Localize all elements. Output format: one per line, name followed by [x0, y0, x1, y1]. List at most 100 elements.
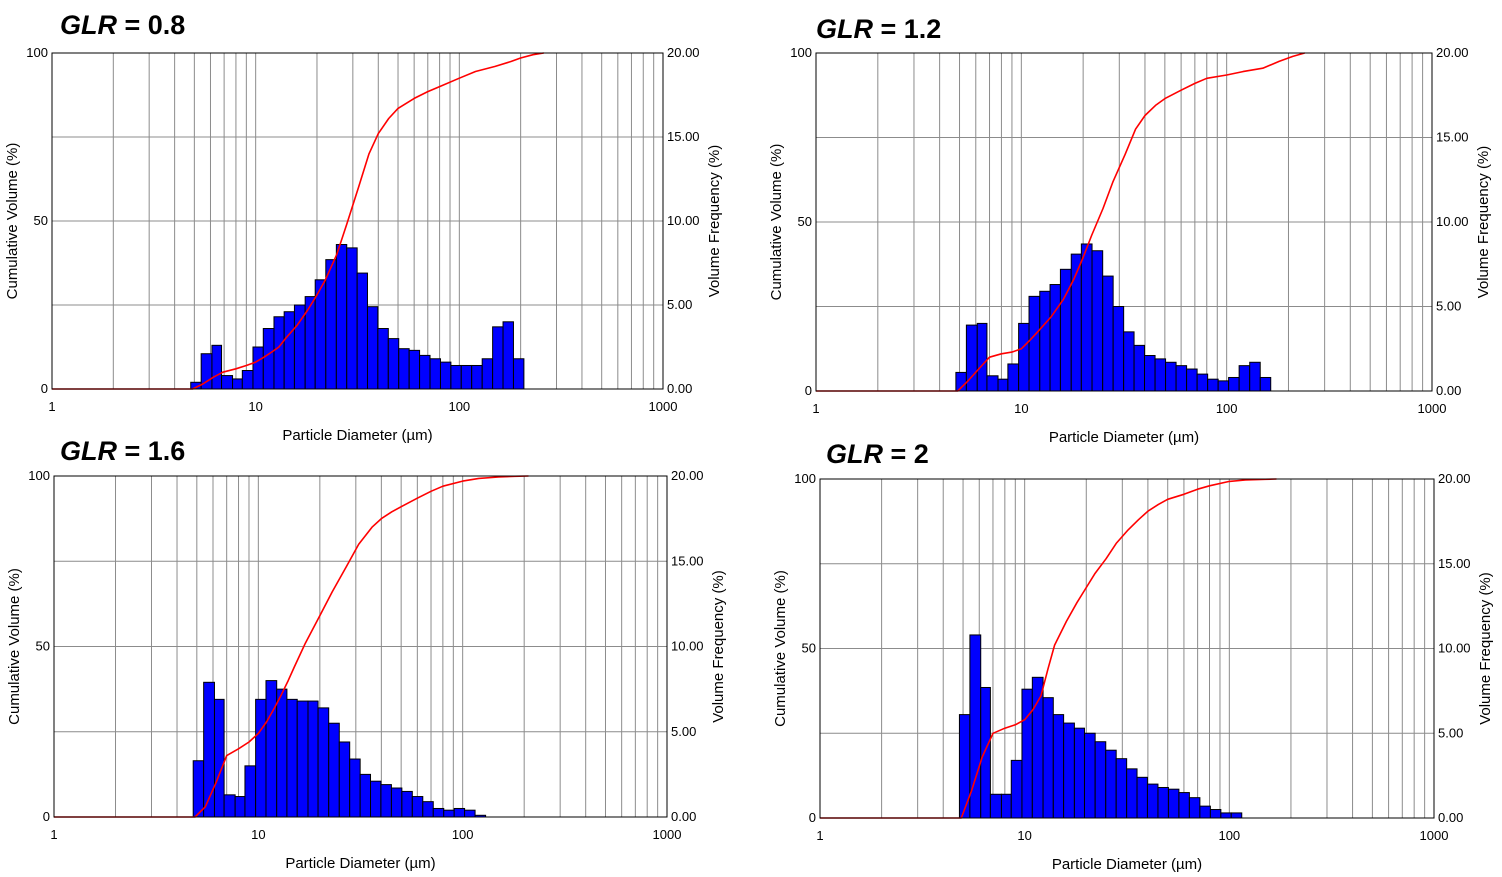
chart4-x-tick-label: 10 [1017, 828, 1031, 843]
chart3-bar [255, 698, 267, 818]
chart4-bar [1178, 792, 1190, 819]
chart4-cumulative-line [820, 478, 1277, 819]
chart3-bar [338, 741, 351, 818]
chart3-bar [213, 698, 225, 818]
chart3-bar [328, 722, 340, 818]
chart4-bar [1010, 759, 1023, 819]
chart2-title-value: = 1.2 [873, 14, 941, 44]
chart3-bar [464, 809, 476, 818]
chart2-x-tick-label: 1000 [1418, 401, 1447, 416]
chart3-frame [53, 475, 668, 818]
chart1-y-left-tick-label: 50 [34, 213, 48, 228]
chart1-bar [293, 304, 306, 390]
chart3-bar [432, 807, 445, 818]
chart4-y-left-tick-label: 50 [802, 641, 816, 656]
chart2-bar [997, 378, 1009, 392]
chart2-bar [1112, 306, 1125, 392]
chart3-y-right-tick-label: 5.00 [671, 724, 696, 739]
chart4-bar [1083, 732, 1096, 819]
chart3-y-left-tick-label: 50 [36, 639, 50, 654]
chart4-y-right-axis-label: Volume Frequency (%) [1477, 572, 1494, 725]
chart2-bar [986, 375, 999, 392]
chart1-frame [51, 52, 664, 390]
chart2-bar [1133, 344, 1146, 392]
chart1-bar [502, 321, 514, 390]
chart2-bar [1144, 355, 1156, 392]
chart2-bar [1196, 373, 1209, 392]
chart4-bar [1230, 812, 1243, 819]
chart3-y-left-tick-label: 100 [28, 468, 50, 483]
chart1-bar [512, 358, 525, 390]
chart3-y-right-tick-label: 15.00 [671, 553, 704, 568]
chart2-bar [1039, 290, 1051, 392]
chart3-title-symbol: GLR [60, 436, 117, 466]
chart2-bar [1217, 380, 1230, 392]
chart3-y-right-axis-label: Volume Frequency (%) [710, 570, 727, 723]
chart3-bar [296, 700, 309, 818]
chart3-x-tick-label: 1000 [653, 827, 682, 842]
chart3-bar [265, 680, 278, 818]
chart4-bar [1042, 697, 1054, 819]
chart4-bar [1000, 793, 1012, 819]
chart2-bar [1154, 358, 1167, 392]
chart1-y-right-tick-label: 15.00 [667, 129, 700, 144]
chart1-bar [273, 316, 285, 390]
chart2-y-right-tick-label: 10.00 [1436, 214, 1469, 229]
chart2-y-left-tick-label: 0 [805, 383, 812, 398]
chart1-x-axis-label: Particle Diameter (µm) [282, 427, 432, 444]
chart3-bar [359, 773, 372, 818]
chart4-y-right-tick-label: 20.00 [1438, 471, 1471, 486]
chart1-title-value: = 0.8 [117, 10, 185, 40]
chart3-bar [244, 765, 257, 818]
chart4-y-right-tick-label: 0.00 [1438, 810, 1463, 825]
chart1-bar [439, 361, 452, 390]
chart1-y-right-tick-label: 0.00 [667, 381, 692, 396]
chart4-y-right-tick-label: 10.00 [1438, 641, 1471, 656]
chart3-bar [411, 796, 424, 818]
chart3-bar [276, 688, 288, 818]
chart3-title-value: = 1.6 [117, 436, 185, 466]
chart2-panel: GLR = 1.2 1 10 100 1000 0 50 100 0.00 5.00 10.00 15… [768, 14, 1492, 446]
chart4-bar [1126, 768, 1138, 819]
chart1-x-tick-label: 100 [448, 399, 470, 414]
chart1-bar [460, 364, 473, 390]
chart3-bar [380, 784, 392, 818]
chart1-bar [262, 328, 275, 390]
chart1-bar [211, 344, 223, 390]
chart1-y-right-axis-label: Volume Frequency (%) [706, 145, 723, 298]
chart3-x-tick-label: 10 [251, 827, 265, 842]
chart2-y-right-axis-label: Volume Frequency (%) [1475, 146, 1492, 299]
chart1-panel: GLR = 0.8 1 10 100 1000 0 50 100 0.00 5.00 10.00 15… [4, 10, 723, 444]
chart2-bar [1123, 331, 1135, 392]
chart4-title-value: = 2 [883, 439, 929, 469]
chart3-bar [234, 796, 246, 818]
chart4-bar [989, 793, 1002, 819]
chart3-y-right-tick-label: 20.00 [671, 468, 704, 483]
chart3-bar [317, 707, 330, 818]
chart2-x-tick-label: 100 [1216, 401, 1238, 416]
chart2-title-symbol: GLR [816, 14, 873, 44]
chart3-bar [443, 809, 455, 818]
chart4-y-left-tick-label: 100 [794, 471, 816, 486]
chart1-y-right-tick-label: 5.00 [667, 297, 692, 312]
chart2-bar [1249, 361, 1261, 392]
chart4-bar [958, 714, 971, 819]
chart3-bar [192, 760, 205, 818]
chart1-bar [398, 348, 410, 390]
chart1-y-right-tick-label: 10.00 [667, 213, 700, 228]
chart1-bar [241, 370, 254, 390]
chart4-bar [980, 686, 991, 819]
chart1-bar [356, 272, 368, 390]
chart4-title-symbol: GLR [826, 439, 883, 469]
chart2-y-right-tick-label: 20.00 [1436, 45, 1469, 60]
chart4-x-tick-label: 1 [816, 828, 823, 843]
chart4-bar [1199, 805, 1211, 819]
chart2-bar [1028, 295, 1041, 392]
chart1-bar [450, 364, 462, 390]
chart3-y-left-tick-label: 0 [43, 809, 50, 824]
chart4-bar [1063, 722, 1075, 819]
chart3-bar [223, 794, 236, 818]
chart4-bar [1136, 776, 1148, 819]
chart2-bar [1102, 275, 1114, 392]
